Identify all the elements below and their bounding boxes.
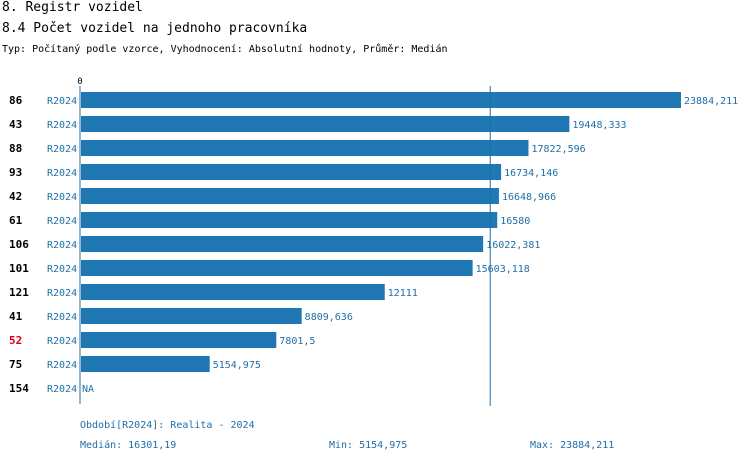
bar-value-label: NA [82,384,94,395]
axis-zero-label: 0 [77,77,82,87]
row-id-label: 61 [9,214,23,227]
row-id-label: 101 [9,262,29,275]
row-id-label: 52 [9,334,22,347]
bar [81,284,385,300]
row-series-label: R2024 [47,120,77,131]
bar [81,308,302,324]
row-id-label: 88 [9,142,22,155]
bar [81,188,499,204]
max-label: Max: 23884,211 [530,440,615,451]
row-id-label: 86 [9,94,23,107]
bar [81,356,210,372]
bar [81,164,502,180]
row-id-label: 42 [9,190,22,203]
median-label: Medián: 16301,19 [80,440,177,451]
bar [81,236,484,252]
row-series-label: R2024 [47,168,77,179]
bar-value-label: 16734,146 [504,168,558,179]
bar-value-label: 17822,596 [531,144,585,155]
bar [81,332,277,348]
period-label: Období[R2024]: Realita - 2024 [80,420,255,431]
row-id-label: 41 [9,310,23,323]
page-title: 8. Registr vozidel [2,0,143,15]
row-id-label: 43 [9,118,22,131]
row-id-label: 93 [9,166,22,179]
row-series-label: R2024 [47,144,77,155]
chart-type-info: Typ: Počítaný podle vzorce, Vyhodnocení:… [2,44,448,55]
row-series-label: R2024 [47,264,77,275]
row-id-label: 75 [9,358,22,371]
row-series-label: R2024 [47,336,77,347]
bar [81,260,473,276]
row-series-label: R2024 [47,360,77,371]
min-label: Min: 5154,975 [329,440,408,451]
chart-title: 8.4 Počet vozidel na jednoho pracovníka [2,21,308,36]
row-series-label: R2024 [47,384,77,395]
row-series-label: R2024 [47,312,77,323]
bar-value-label: 19448,333 [572,120,626,131]
bar-value-label: 16580 [500,216,530,227]
row-id-label: 154 [9,382,29,395]
row-series-label: R2024 [47,192,77,203]
bar-value-label: 12111 [388,288,418,299]
bar [81,92,681,108]
row-id-label: 121 [9,286,29,299]
row-series-label: R2024 [47,288,77,299]
row-series-label: R2024 [47,216,77,227]
row-id-label: 106 [9,238,29,251]
bar [81,116,570,132]
bar [81,140,529,156]
row-series-label: R2024 [47,240,77,251]
bar-value-label: 5154,975 [213,360,261,371]
row-series-label: R2024 [47,96,77,107]
bar [81,212,498,228]
bar-value-label: 15603,118 [476,264,530,275]
bar-value-label: 23884,211 [684,96,738,107]
bar-value-label: 16648,966 [502,192,556,203]
bar-value-label: 16022,381 [486,240,540,251]
bar-value-label: 7801,5 [279,336,315,347]
bar-value-label: 8809,636 [305,312,353,323]
